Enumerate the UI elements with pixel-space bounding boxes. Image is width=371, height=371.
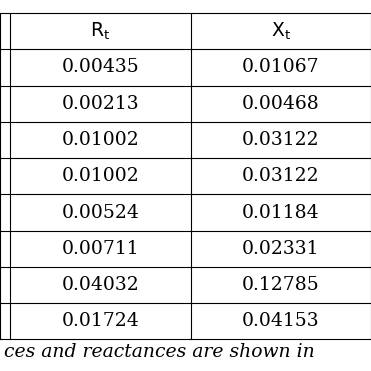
Text: 0.00711: 0.00711 [62,240,139,258]
Text: 0.00213: 0.00213 [62,95,139,113]
Text: 0.01002: 0.01002 [62,167,139,185]
Text: 0.01067: 0.01067 [242,58,320,76]
Text: 0.02331: 0.02331 [242,240,319,258]
Text: 0.03122: 0.03122 [242,167,320,185]
Text: 0.00468: 0.00468 [242,95,320,113]
Text: 0.04032: 0.04032 [62,276,139,294]
Text: 0.12785: 0.12785 [242,276,320,294]
Text: 0.01002: 0.01002 [62,131,139,149]
Text: 0.01184: 0.01184 [242,204,320,221]
Text: 0.04153: 0.04153 [242,312,320,330]
Text: 0.00435: 0.00435 [62,58,139,76]
Text: $\mathrm{X}_{\mathrm{t}}$: $\mathrm{X}_{\mathrm{t}}$ [271,20,291,42]
Text: ces and reactances are shown in: ces and reactances are shown in [4,343,315,361]
Text: $\mathrm{R}_{\mathrm{t}}$: $\mathrm{R}_{\mathrm{t}}$ [91,20,111,42]
Text: 0.03122: 0.03122 [242,131,320,149]
Text: 0.01724: 0.01724 [62,312,139,330]
Text: 0.00524: 0.00524 [62,204,139,221]
